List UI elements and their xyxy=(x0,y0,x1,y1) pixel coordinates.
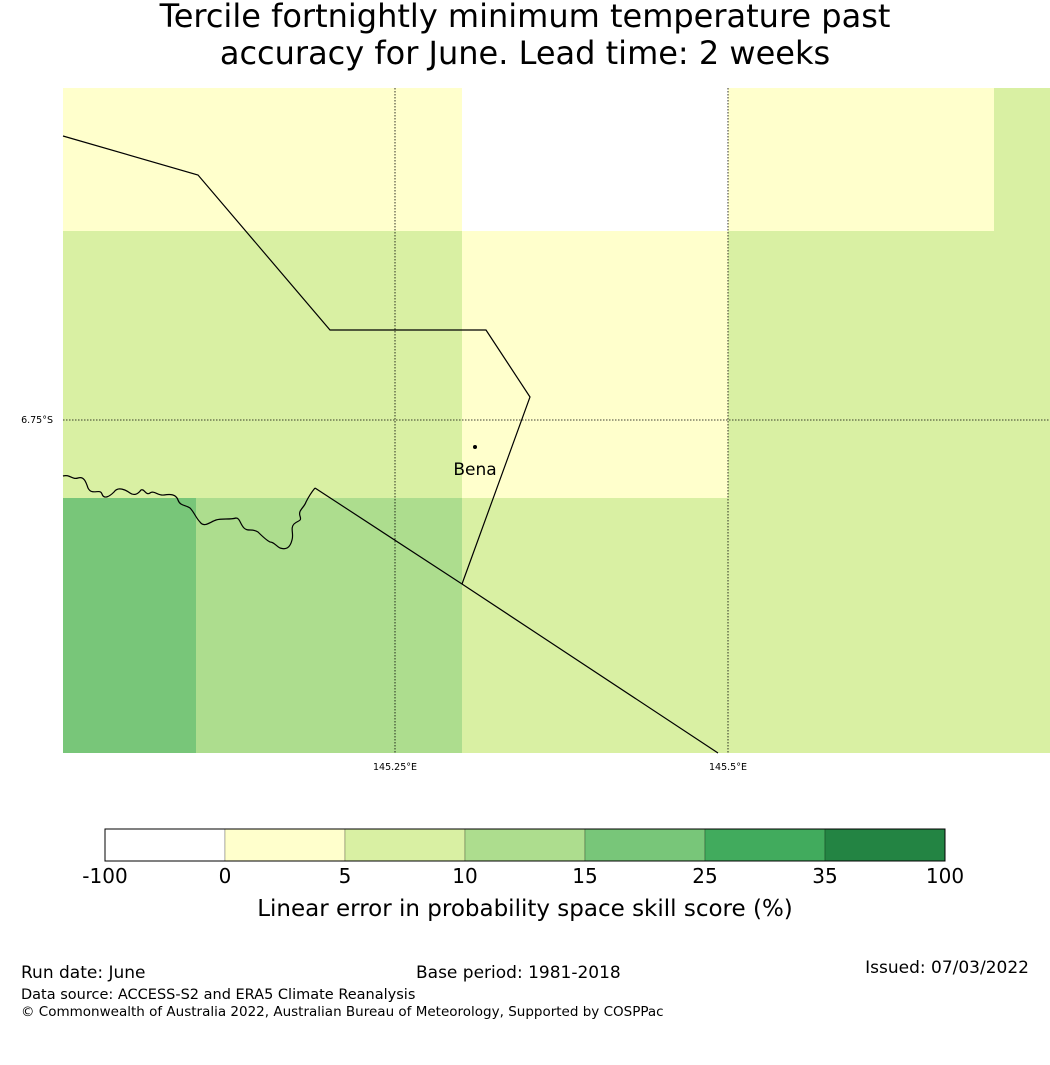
grid-cell xyxy=(462,88,728,231)
colorbar-segment xyxy=(464,828,586,862)
colorbar-segment xyxy=(584,828,706,862)
grid-cell xyxy=(63,231,462,498)
colorbar: -100 0 5 10 15 25 35 100 Linear error in probab… xyxy=(82,828,964,922)
colorbar-segment xyxy=(104,828,226,862)
grid-cell xyxy=(994,88,1050,231)
colorbar-tick-label: -100 xyxy=(82,864,127,888)
colorbar-frame xyxy=(104,828,946,862)
colorbar-tick-label: 10 xyxy=(452,864,477,888)
colorbar-segment xyxy=(824,828,946,862)
longitude-label: 145.5°E xyxy=(709,762,747,773)
base-period-text: Base period: 1981-2018 xyxy=(416,963,621,983)
grid-cell xyxy=(728,88,994,231)
longitude-label: 145.25°E xyxy=(373,762,417,773)
river-line xyxy=(62,474,316,550)
colorbar-label: Linear error in probability space skill … xyxy=(257,896,793,922)
grid-cell xyxy=(63,498,196,753)
province-border xyxy=(62,135,531,585)
boundary-lines xyxy=(62,135,719,754)
map-title-line-2: accuracy for June. Lead time: 2 weeks xyxy=(219,34,831,72)
colorbar-tick-label: 25 xyxy=(692,864,717,888)
grid-cell xyxy=(462,498,1050,753)
grid-cell xyxy=(196,498,462,753)
data-source-text: Data source: ACCESS-S2 and ERA5 Climate … xyxy=(21,987,416,1003)
colorbar-segment xyxy=(704,828,826,862)
copyright-text: © Commonwealth of Australia 2022, Austra… xyxy=(21,1004,664,1020)
colorbar-tick-label: 100 xyxy=(926,864,964,888)
colorbar-tick-label: 35 xyxy=(812,864,837,888)
colorbar-segment xyxy=(224,828,346,862)
province-border xyxy=(314,487,719,754)
run-date-text: Run date: June xyxy=(21,963,146,983)
place-marker xyxy=(473,445,477,449)
grid-cell xyxy=(728,231,1050,498)
skill-grid-cells xyxy=(63,88,1050,753)
colorbar-tick-label: 15 xyxy=(572,864,597,888)
colorbar-tick-label: 5 xyxy=(339,864,352,888)
colorbar-tick-label: 0 xyxy=(219,864,232,888)
place-label: Bena xyxy=(453,460,496,480)
grid-cell xyxy=(63,88,462,231)
graticule xyxy=(63,88,1050,753)
grid-cell xyxy=(462,231,728,498)
map-title-line-1: Tercile fortnightly minimum temperature … xyxy=(159,0,891,35)
colorbar-segment xyxy=(344,828,466,862)
issued-date-text: Issued: 07/03/2022 xyxy=(865,958,1029,978)
latitude-label: 6.75°S xyxy=(21,415,53,426)
